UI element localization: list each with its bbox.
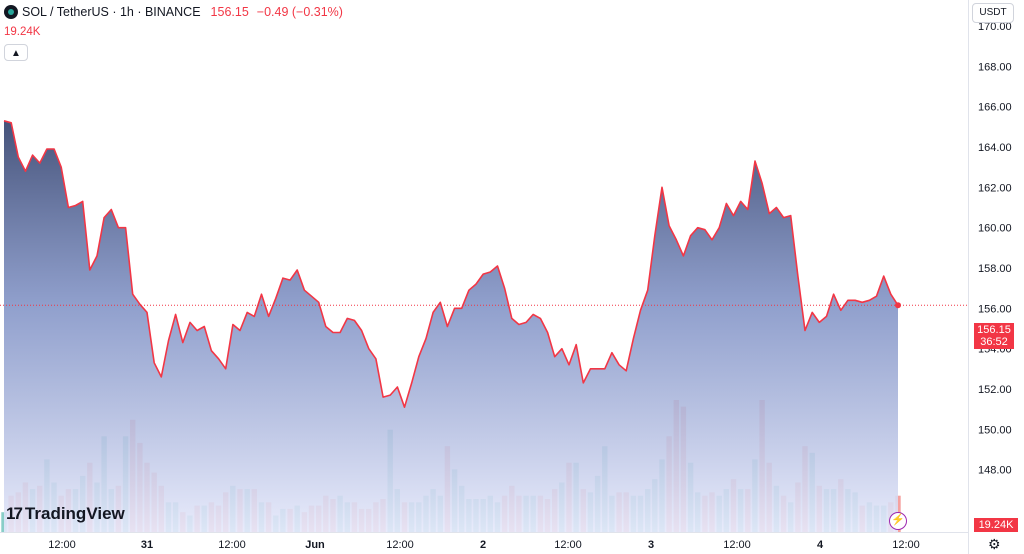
price-tick-label: 170.00 — [978, 21, 1012, 33]
price-area — [0, 120, 968, 533]
replay-button[interactable]: ⚡ — [889, 512, 907, 530]
time-tick-label: 12:00 — [892, 539, 920, 551]
time-tick-label: 12:00 — [723, 539, 751, 551]
symbol-header[interactable]: SOL / TetherUS · 1h · BINANCE 156.15 −0.… — [4, 4, 343, 20]
gear-icon: ⚙ — [988, 536, 1001, 552]
time-tick-label: 12:00 — [554, 539, 582, 551]
volume-tag: 19.24K — [974, 518, 1018, 532]
last-price-tag: 156.15 36:52 — [974, 323, 1014, 349]
last-price-dot — [895, 302, 901, 309]
chart-settings-button[interactable]: ⚙ — [988, 536, 1001, 553]
price-tick-label: 156.00 — [978, 303, 1012, 315]
time-tick-label: 2 — [480, 539, 486, 551]
tradingview-logo-icon: 17 — [6, 504, 23, 523]
header-volume: 19.24K — [4, 26, 41, 38]
tradingview-logo[interactable]: 17 TradingView — [6, 504, 125, 524]
collapse-legend-button[interactable]: ▲ — [4, 44, 28, 61]
time-tick-label: 3 — [648, 539, 654, 551]
currency-button[interactable]: USDT — [972, 3, 1014, 23]
time-tick-label: 31 — [141, 539, 153, 551]
price-tick-label: 168.00 — [978, 61, 1012, 73]
price-tick-label: 162.00 — [978, 182, 1012, 194]
bar-countdown: 36:52 — [980, 336, 1008, 348]
header-price-change: −0.49 (−0.31%) — [256, 5, 343, 19]
lightning-icon: ⚡ — [891, 514, 905, 526]
header-last-price: 156.15 — [210, 5, 249, 19]
chevron-up-icon: ▲ — [11, 48, 21, 59]
price-line — [3, 120, 899, 408]
price-tick-label: 166.00 — [978, 102, 1012, 114]
last-price-value: 156.15 — [977, 324, 1011, 336]
solana-logo-icon — [4, 5, 18, 19]
price-area-fill — [4, 120, 898, 533]
price-tick-label: 160.00 — [978, 223, 1012, 235]
time-tick-label: 12:00 — [48, 539, 76, 551]
price-axis: 148.00150.00152.00154.00156.00158.00160.… — [968, 0, 1012, 554]
symbol-title[interactable]: SOL / TetherUS · 1h · BINANCE — [22, 5, 201, 19]
price-tick-label: 152.00 — [978, 384, 1012, 396]
price-tick-label: 158.00 — [978, 263, 1012, 275]
tradingview-logo-text: TradingView — [24, 504, 125, 523]
price-tick-label: 164.00 — [978, 142, 1012, 154]
price-tick-label: 148.00 — [978, 465, 1012, 477]
price-tick-label: 150.00 — [978, 424, 1012, 436]
time-axis: 12:00 31 12:00 Jun 12:00 2 12:00 3 12:00 4 12:00 — [0, 532, 968, 551]
volume-bar — [1, 512, 7, 532]
time-tick-label: 12:00 — [386, 539, 414, 551]
time-tick-label: Jun — [305, 539, 325, 551]
time-tick-label: 12:00 — [218, 539, 246, 551]
time-tick-label: 4 — [817, 539, 824, 551]
